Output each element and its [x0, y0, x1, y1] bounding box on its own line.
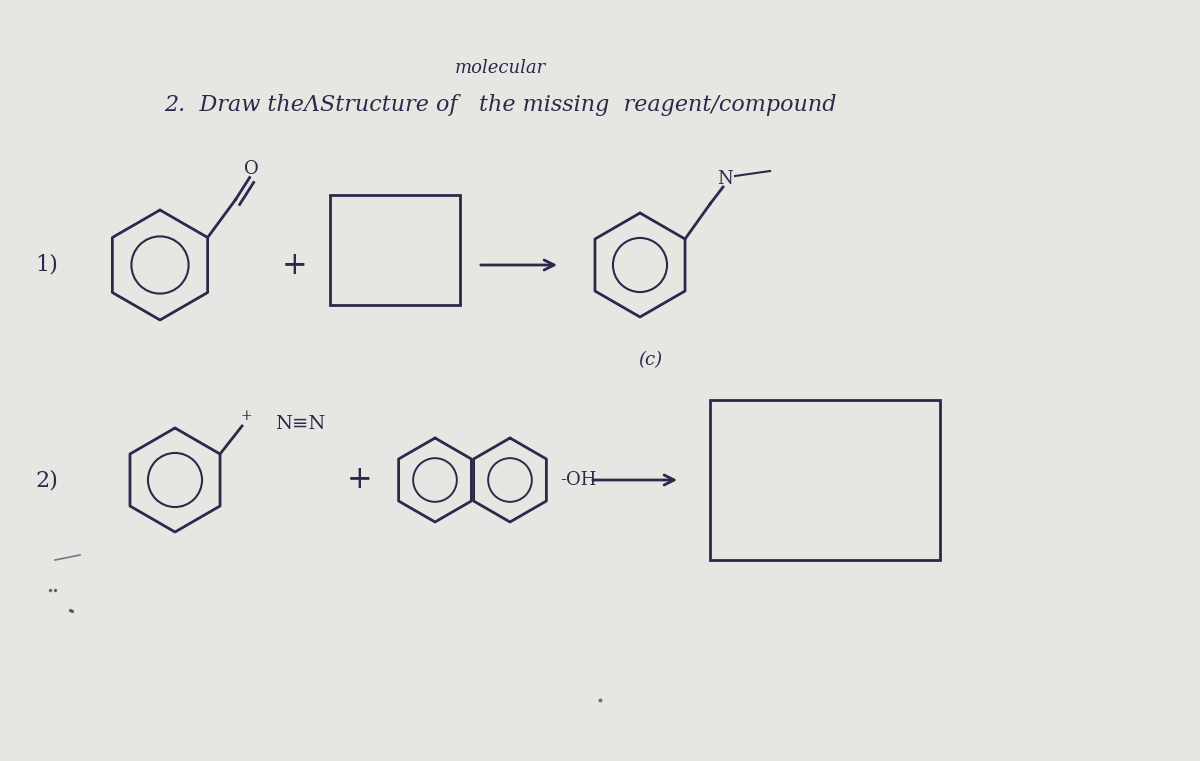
Text: molecular: molecular	[455, 59, 546, 77]
Text: +: +	[347, 464, 373, 495]
Text: N: N	[718, 170, 733, 188]
Text: N≡N: N≡N	[275, 415, 325, 433]
Text: +: +	[282, 250, 308, 281]
Bar	[330, 195, 460, 305]
Text: 2.  Draw theΛStructure of   the missing  reagent/compound: 2. Draw theΛStructure of the missing rea…	[163, 94, 836, 116]
Text: 2): 2)	[35, 469, 58, 491]
Text: +: +	[240, 409, 252, 423]
Text: -OH: -OH	[560, 471, 596, 489]
Text: 1): 1)	[35, 254, 58, 276]
Text: O: O	[245, 161, 259, 179]
Bar	[710, 400, 940, 560]
Text: (c): (c)	[638, 351, 662, 369]
